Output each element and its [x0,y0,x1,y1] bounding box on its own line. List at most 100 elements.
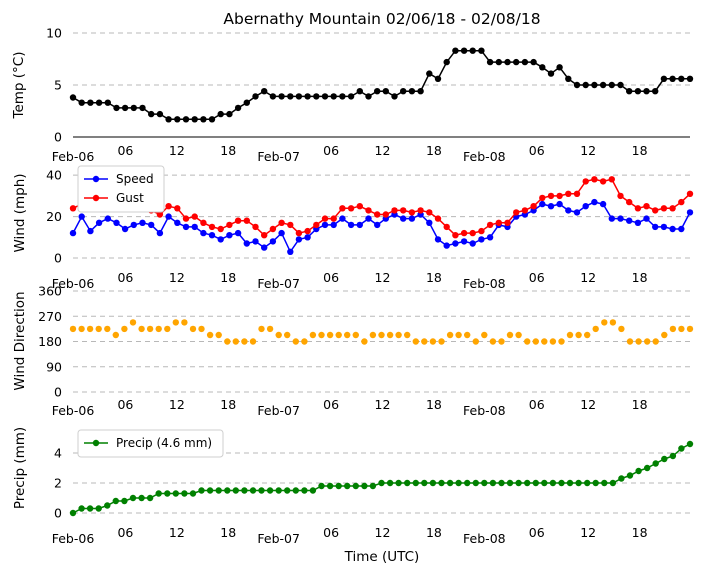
xtick-label-wdir: 18 [426,397,442,412]
data-point-temp [521,58,529,66]
ytick-label-wdir: 0 [54,385,62,400]
panel-wind-speed: Wind (mph) 0 20 40 Feb-06 06 12 18 Feb-07 06 12 18… [12,165,694,291]
data-point-temp [469,47,476,54]
data-point-precip [361,482,368,490]
data-point-precip [386,479,394,487]
panel-wind-direction: Wind Direction 0 90 180 270 360 Feb-06 06 12 18 F… [12,284,694,418]
data-point-wind [591,176,598,183]
data-point-precip [446,479,454,487]
data-point-precip [206,487,214,494]
data-point-wind [156,229,164,237]
ytick-label-wind: 20 [46,209,62,224]
data-point-wind [287,221,294,229]
data-point-wdir [249,338,257,345]
data-point-wind [513,209,520,216]
data-point-wind [261,232,268,239]
data-point-wind [626,198,633,206]
data-point-temp [252,93,259,100]
xtick-label-temp: 06 [117,143,133,158]
data-point-temp [591,81,598,89]
data-point-wind [565,190,572,197]
xtick-label-temp: 12 [375,143,391,158]
data-point-wind [495,219,502,226]
data-point-temp [443,58,450,66]
data-point-precip [421,479,428,487]
data-point-wdir [164,325,171,333]
data-point-wdir [464,331,471,339]
xtick-label-wind: Feb-07 [257,276,300,291]
data-point-wdir [292,338,299,345]
xtick-label-wdir: 06 [323,397,339,412]
data-point-precip [224,487,231,494]
data-point-wind [599,200,607,208]
data-point-precip [266,487,274,494]
data-point-wdir [215,331,222,339]
data-point-precip [164,490,171,497]
panel-precipitation: Precip (mm) 0 2 4 Feb-06 06 12 18 Feb-07 06 12 18 F… [12,427,694,546]
data-point-wind [643,203,650,210]
data-point-wind [530,203,537,210]
data-point-wind [208,223,216,231]
xtick-label-wdir: 18 [220,397,236,412]
legend-box [77,165,165,213]
ytick-label-wind: 40 [46,168,62,183]
xtick-label-wdir: Feb-08 [463,403,506,418]
data-point-precip [635,467,642,475]
data-point-temp [669,75,676,83]
data-point-wind [556,192,563,200]
data-point-precip [129,494,137,502]
xtick-label-wdir: 12 [375,397,391,412]
data-point-temp [608,81,615,89]
data-point-temp [234,104,242,112]
data-point-wind [252,223,259,231]
data-point-temp [434,75,442,83]
xtick-label-precip: 12 [580,525,596,540]
xtick-label-precip: 18 [220,525,236,540]
xtick-label-wdir: 12 [580,397,596,412]
data-point-precip [335,482,342,490]
data-point-temp [104,99,112,106]
data-point-precip [369,482,377,490]
legend-swatch-marker [92,439,100,447]
data-point-temp [148,110,155,118]
data-point-wind [573,190,581,197]
data-point-precip [172,490,179,497]
data-point-precip [146,494,154,502]
data-point-precip [249,487,257,494]
data-point-wind [608,215,615,222]
data-point-wind [626,217,633,224]
data-point-wind [678,225,685,233]
data-point-precip [541,479,548,487]
xtick-label-wdir: 12 [169,397,185,412]
data-point-wind [269,225,277,233]
data-point-temp [486,58,494,66]
ytick-label-temp: 10 [46,26,62,41]
data-point-precip [104,502,111,509]
data-point-precip [232,487,239,494]
xlabel: Time (UTC) [344,549,420,565]
data-point-precip [95,505,102,512]
xtick-label-wind: 18 [632,270,648,285]
data-point-wdir [549,338,557,345]
data-point-wdir [678,325,685,333]
data-point-wind [304,227,311,235]
legend-label: Speed [116,172,154,186]
data-point-precip [275,487,282,494]
ylabel-wind: Wind (mph) [12,173,28,252]
data-point-wind [208,232,216,239]
data-point-wind [347,221,355,229]
data-point-temp [269,93,277,100]
data-point-wind [434,236,442,243]
xtick-label-wind: 06 [529,270,545,285]
data-point-wind [356,203,363,210]
data-point-temp [365,93,372,100]
data-point-wdir [78,325,85,333]
data-point-wind [347,205,355,212]
data-point-wind [678,198,685,206]
xtick-label-precip: Feb-08 [463,531,506,546]
data-point-temp [78,99,85,106]
data-point-wdir [146,325,154,333]
data-point-temp [504,58,511,66]
data-point-wind [660,223,668,231]
data-point-wind [313,221,320,229]
